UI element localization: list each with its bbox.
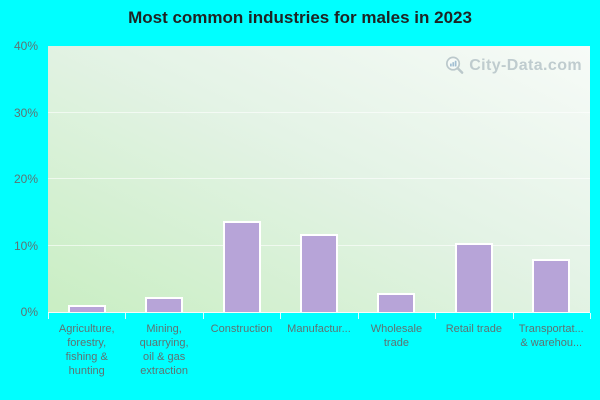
x-axis-category-label-line: Agriculture,	[58, 323, 115, 335]
x-axis-category-label-line: & warehou...	[520, 337, 583, 349]
x-axis-category-label-line: Retail trade	[445, 323, 502, 335]
chart-bar	[532, 258, 571, 312]
x-axis-category-label: Construction	[203, 322, 280, 378]
x-axis-labels: Agriculture, forestry, fishing & hunting Min…	[48, 322, 590, 378]
chart-bar	[300, 234, 338, 312]
chart-bar	[454, 242, 493, 312]
x-axis-category-label: Manufactur...	[280, 322, 357, 378]
chart-bar	[145, 297, 184, 312]
x-axis-category-label-line: trade	[383, 337, 409, 349]
x-axis-tick	[512, 313, 514, 319]
gridline	[48, 111, 590, 113]
x-axis-category-label: Wholesale trade	[358, 322, 435, 378]
watermark-text: City-Data.com	[469, 56, 582, 74]
y-axis-tick-label: 20%	[13, 172, 38, 186]
x-axis-category-label-line: Wholesale	[370, 323, 423, 335]
x-axis-category-label-line: oil & gas	[143, 351, 186, 363]
x-axis-category-label-line: fishing &	[65, 351, 108, 363]
y-axis: 40% 30% 20% 10% 0%	[0, 39, 42, 319]
x-axis-category-label-line: Manufactur...	[287, 323, 351, 335]
gridline	[48, 178, 590, 179]
chart-bar	[222, 220, 261, 312]
x-axis-tick	[48, 313, 49, 319]
x-axis-category-label-line: Construction	[210, 323, 273, 335]
x-axis-ticks	[48, 313, 591, 319]
x-axis-tick	[590, 313, 591, 319]
x-axis-category-label: Transportat... & warehou...	[513, 322, 590, 378]
chart-bar	[377, 293, 416, 312]
x-axis-category-label-line: extraction	[140, 365, 188, 377]
x-axis-category-label-line: forestry,	[67, 337, 107, 349]
chart-bar	[67, 304, 106, 312]
y-axis-tick-label: 40%	[13, 39, 38, 53]
x-axis-category-label: Mining, quarrying, oil & gas extraction	[125, 322, 202, 378]
plot-area: City-Data.com	[48, 46, 590, 313]
x-axis-tick	[435, 313, 437, 319]
y-axis-tick-label: 10%	[13, 238, 38, 253]
x-axis-category-label-line: Mining,	[146, 323, 182, 335]
x-axis-category-label: Retail trade	[435, 322, 512, 378]
x-axis-tick	[202, 313, 204, 319]
magnifier-chart-icon	[446, 56, 464, 74]
x-axis-tick	[125, 313, 127, 319]
y-axis-tick-label: 0%	[20, 305, 38, 319]
x-axis-tick	[357, 313, 359, 319]
y-axis-tick-label: 30%	[13, 105, 38, 120]
watermark: City-Data.com	[444, 55, 582, 76]
x-axis-tick	[280, 313, 282, 319]
x-axis-category-label-line: hunting	[68, 365, 105, 377]
chart-title: Most common industries for males in 2023	[128, 8, 472, 27]
x-axis-category-label-line: quarrying,	[139, 337, 189, 349]
x-axis-category-label-line: Transportat...	[518, 323, 584, 335]
x-axis-category-label: Agriculture, forestry, fishing & hunting	[48, 322, 125, 378]
